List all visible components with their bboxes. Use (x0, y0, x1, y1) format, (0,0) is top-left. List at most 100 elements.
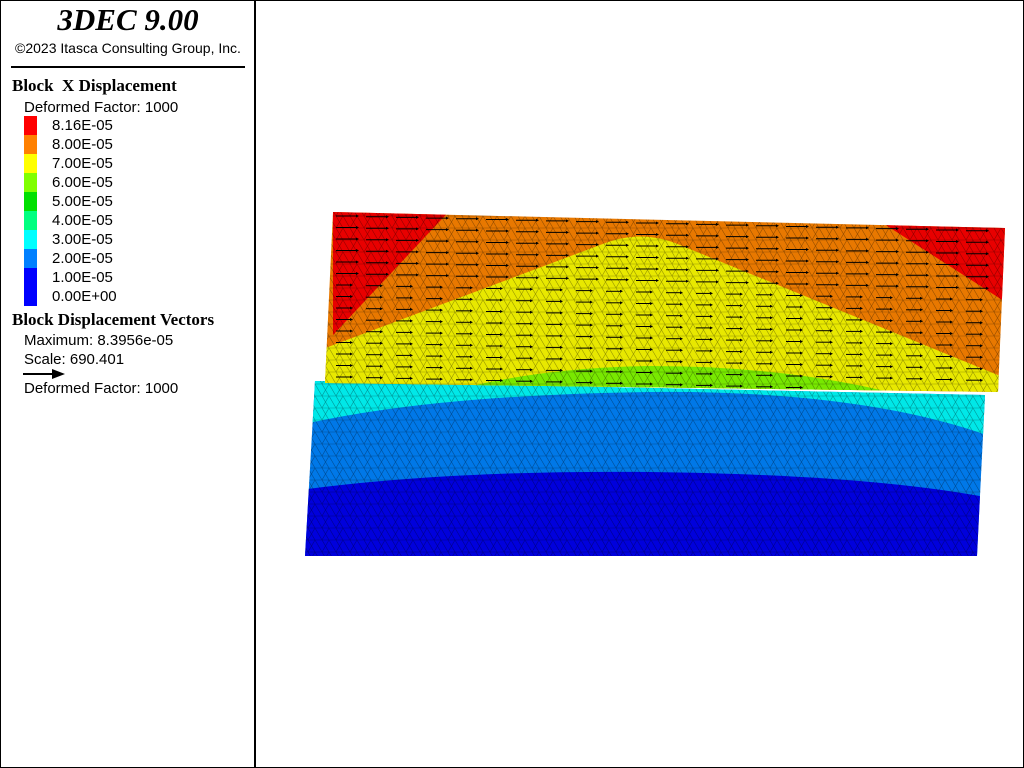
vector-arrowhead (410, 330, 413, 334)
vector-arrowhead (590, 358, 593, 362)
vector-arrowhead (866, 249, 869, 253)
vector-arrowhead (590, 300, 593, 304)
vector-arrowhead (560, 368, 563, 372)
vector-arrowhead (380, 341, 383, 345)
model-view[interactable] (258, 1, 1022, 766)
legend-swatch (24, 154, 37, 173)
vector-arrowhead (500, 310, 503, 313)
vector-arrowhead (686, 233, 689, 237)
vector-arrowhead (866, 260, 869, 264)
vector-arrowhead (536, 276, 539, 280)
vector-arrowhead (716, 222, 719, 226)
vector-arrowhead (776, 270, 779, 274)
vector-arrowhead (806, 236, 809, 240)
vector-arrowhead (476, 217, 479, 221)
vector-arrowhead (716, 280, 719, 284)
legend-label: 8.16E-05 (52, 117, 113, 134)
vector-arrowhead (470, 366, 473, 370)
vector-arrowhead (686, 256, 689, 260)
vector-arrowhead (950, 366, 953, 370)
vector-arrowhead (650, 359, 653, 363)
legend-label: 0.00E+00 (52, 288, 117, 305)
vector-arrowhead (650, 325, 653, 328)
vector-arrowhead (980, 378, 983, 382)
vector-arrowhead (356, 249, 359, 252)
vector-arrowhead (716, 257, 719, 261)
vector-arrowhead (566, 219, 569, 223)
vector-arrowhead (620, 301, 623, 305)
vector-arrowhead (896, 250, 899, 254)
vector-arrowhead (446, 274, 449, 278)
vector-arrowhead (560, 357, 563, 361)
contour-deformed-factor: Deformed Factor: 1000 (24, 99, 179, 116)
vector-arrowhead (530, 322, 533, 326)
vector-arrowhead (500, 321, 503, 325)
vector-arrowhead (560, 311, 563, 315)
vector-arrowhead (446, 251, 449, 255)
vector-arrowhead (410, 307, 413, 311)
vector-arrowhead (566, 265, 569, 269)
vector-arrowhead (920, 354, 923, 358)
vector-arrowhead (800, 340, 803, 343)
vector-arrowhead (986, 240, 989, 244)
vector-arrowhead (386, 249, 389, 253)
vector-arrowhead (770, 304, 773, 308)
legend-label: 4.00E-05 (52, 212, 113, 229)
vector-arrowhead (530, 345, 533, 349)
vector-arrowhead (500, 367, 503, 371)
vector-arrowhead (440, 377, 443, 381)
vector-arrowhead (926, 273, 929, 277)
vector-arrowhead (596, 231, 599, 235)
legend-label: 3.00E-05 (52, 231, 113, 248)
vector-arrowhead (896, 273, 899, 277)
vector-arrowhead (740, 350, 743, 354)
vector-arrowhead (380, 284, 383, 288)
vector-arrowhead (956, 274, 959, 278)
vector-arrowhead (440, 285, 443, 289)
vector-arrowhead (416, 238, 419, 242)
vector-arrowhead (596, 243, 599, 247)
vector-arrowhead (920, 365, 923, 369)
vector-arrowhead (656, 221, 659, 225)
vector-arrowhead (536, 230, 539, 234)
vector-arrowhead (650, 348, 653, 351)
vector-arrowhead (860, 364, 863, 368)
vector-arrowhead (620, 358, 623, 362)
vector-arrowhead (356, 272, 359, 275)
vector-arrowhead (830, 294, 833, 298)
vector-arrowhead (686, 245, 689, 249)
vector-arrowhead (740, 338, 743, 342)
vector-arrowhead (806, 259, 809, 263)
vector-arrowhead (470, 332, 473, 336)
vector-arrowhead (986, 263, 989, 267)
vector-arrowhead (596, 220, 599, 224)
vector-arrowhead (776, 247, 779, 251)
vector-arrowhead (380, 307, 383, 311)
vector-arrowhead (710, 337, 713, 341)
legend-label: 2.00E-05 (52, 250, 113, 267)
vector-arrowhead (350, 364, 353, 367)
vector-arrowhead (956, 251, 959, 255)
vector-arrowhead (680, 337, 683, 341)
vector-arrowhead (560, 288, 563, 292)
vector-arrowhead (446, 216, 449, 220)
vector-arrowhead (350, 352, 353, 356)
vector-arrowhead (356, 237, 359, 241)
vector-arrowhead (620, 312, 623, 316)
vector-arrowhead (956, 240, 959, 243)
legend-swatch (24, 211, 37, 230)
vector-arrowhead (986, 275, 989, 279)
vector-arrowhead (476, 263, 479, 267)
vector-arrowhead (710, 326, 713, 330)
vector-arrowhead (590, 381, 593, 385)
vector-arrowhead (416, 227, 419, 231)
vector-arrowhead (410, 376, 413, 380)
vector-arrowhead (800, 305, 803, 309)
vector-arrowhead (380, 330, 383, 334)
legend-swatch (24, 249, 37, 268)
vector-arrowhead (890, 365, 893, 369)
vector-arrowhead (530, 299, 533, 303)
vector-arrowhead (506, 218, 509, 221)
vector-arrowhead (536, 264, 539, 268)
vector-arrowhead (380, 376, 383, 380)
